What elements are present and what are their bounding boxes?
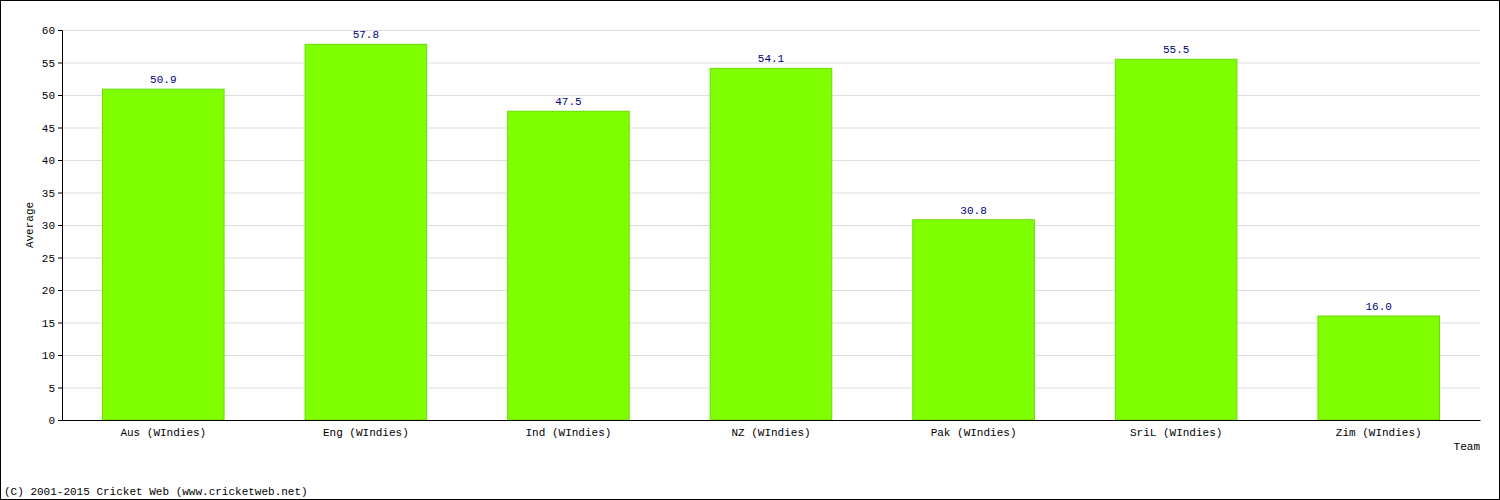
annotation: (C) 2001-2015 Cricket Web (www.cricketwe… [4, 486, 308, 498]
y-tick-mark [58, 193, 62, 194]
chart: 50.9 57.8 47.5 54.1 30.8 55.5 16.0 0 5 10 15 20 25 30… [0, 0, 1500, 500]
y-tick: 5 [48, 383, 62, 395]
y-tick-mark [58, 225, 62, 226]
y-tick: 60 [42, 25, 62, 37]
x-tick: SriL (WIndies) [1130, 420, 1222, 439]
x-tick: Zim (WIndies) [1336, 420, 1422, 439]
y-tick-mark [58, 258, 62, 259]
y-tick-mark [58, 128, 62, 129]
data-label: 16.0 [1366, 301, 1392, 313]
y-tick: 35 [42, 188, 62, 200]
y-tick: 40 [42, 155, 62, 167]
frame [1, 1, 1500, 500]
y-tick: 55 [42, 58, 62, 70]
y-tick-label: 15 [42, 318, 55, 330]
x-axis-title: Team [1454, 441, 1481, 453]
y-axis-line [58, 31, 63, 421]
x-axis: Aus (WIndies) Eng (WIndies) Ind (WIndies) N… [63, 420, 1481, 439]
y-tick: 15 [42, 318, 62, 330]
y-tick-label: 60 [42, 25, 55, 37]
x-tick-label: SriL (WIndies) [1130, 427, 1222, 439]
y-tick: 25 [42, 253, 62, 265]
y-tick-label: 40 [42, 155, 55, 167]
bar [305, 44, 427, 420]
data-labels: 50.9 57.8 47.5 54.1 30.8 55.5 16.0 [150, 29, 1392, 313]
y-tick: 10 [42, 350, 62, 362]
y-tick-mark [58, 355, 62, 356]
y-tick-label: 20 [42, 285, 55, 297]
y-tick-mark [58, 95, 62, 96]
x-tick-label: NZ (WIndies) [731, 427, 810, 439]
x-tick: Aus (WIndies) [120, 420, 206, 439]
bar [710, 68, 832, 420]
grid [62, 31, 1480, 421]
y-tick-mark [58, 420, 62, 421]
y-axis-title: Average [24, 202, 36, 248]
y-tick-mark [58, 323, 62, 324]
data-label: 30.8 [960, 205, 986, 217]
annotations: (C) 2001-2015 Cricket Web (www.cricketwe… [4, 486, 308, 498]
x-tick-label: Ind (WIndies) [526, 427, 612, 439]
y-tick-label: 35 [42, 188, 55, 200]
y-tick-mark [58, 160, 62, 161]
plot: 50.9 57.8 47.5 54.1 30.8 55.5 16.0 0 5 10 15 20 25 30… [42, 25, 1481, 439]
y-axis: 0 5 10 15 20 25 30 35 40 45 50 55 60 [42, 25, 63, 427]
x-tick-label: Aus (WIndies) [120, 427, 206, 439]
y-tick-label: 30 [42, 220, 55, 232]
y-tick-label: 55 [42, 58, 55, 70]
y-tick-mark [58, 63, 62, 64]
y-tick-mark [58, 388, 62, 389]
grid-line [62, 420, 1480, 421]
x-tick: Pak (WIndies) [931, 420, 1017, 439]
x-tick-label: Pak (WIndies) [931, 427, 1017, 439]
y-tick-label: 0 [48, 415, 55, 427]
bar [103, 89, 225, 420]
bar [508, 111, 630, 420]
y-tick-label: 5 [48, 383, 55, 395]
y-tick: 45 [42, 123, 62, 135]
y-tick-label: 50 [42, 90, 55, 102]
y-tick-label: 10 [42, 350, 55, 362]
y-tick-mark [58, 30, 62, 31]
y-tick: 20 [42, 285, 62, 297]
data-label: 57.8 [353, 29, 379, 41]
x-tick: Eng (WIndies) [323, 420, 409, 439]
bars [103, 44, 1440, 420]
data-label: 47.5 [555, 96, 581, 108]
x-tick-label: Eng (WIndies) [323, 427, 409, 439]
y-tick-label: 45 [42, 123, 55, 135]
bar [1115, 59, 1237, 420]
x-tick: Ind (WIndies) [526, 420, 612, 439]
y-tick-mark [58, 290, 62, 291]
x-axis-line [63, 420, 1481, 421]
bar [913, 220, 1035, 420]
y-tick-label: 25 [42, 253, 55, 265]
grid-line [62, 30, 1480, 31]
data-label: 54.1 [758, 53, 785, 65]
y-tick: 30 [42, 220, 62, 232]
data-label: 50.9 [150, 74, 176, 86]
bar [1318, 316, 1440, 420]
y-tick: 50 [42, 90, 62, 102]
x-tick: NZ (WIndies) [731, 420, 810, 439]
data-label: 55.5 [1163, 44, 1189, 56]
x-tick-label: Zim (WIndies) [1336, 427, 1422, 439]
y-tick: 0 [48, 415, 62, 427]
